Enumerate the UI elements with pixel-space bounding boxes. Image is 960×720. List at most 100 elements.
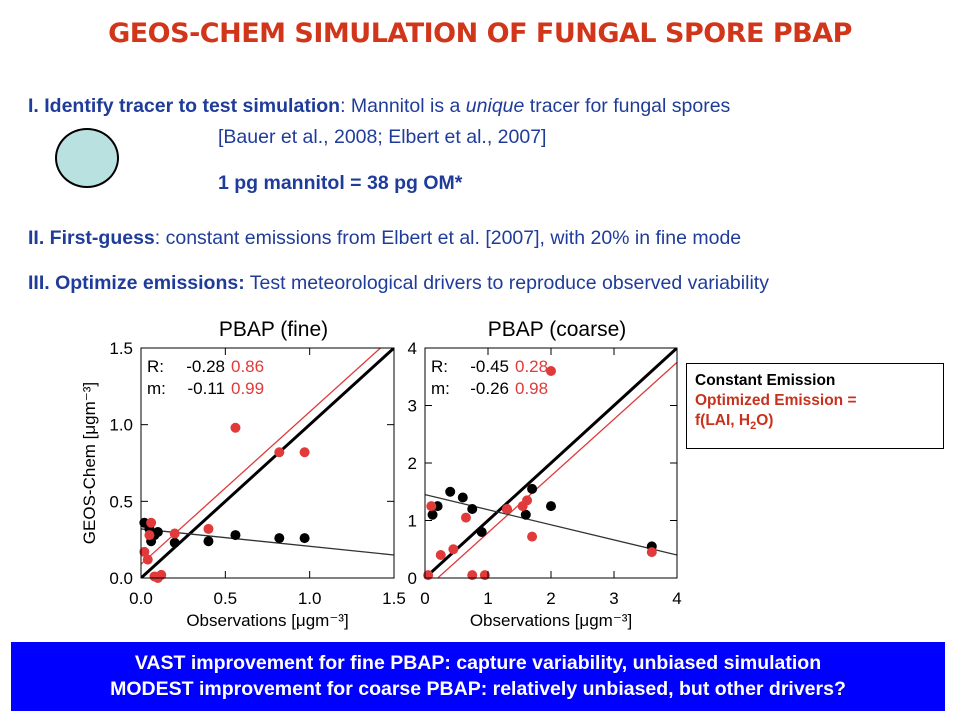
data-point: [144, 530, 155, 541]
data-point: [426, 501, 437, 512]
x-axis-label: Observations [μgm⁻³]: [186, 611, 348, 630]
page-title: GEOS-CHEM SIMULATION OF FUNGAL SPORE PBA…: [108, 18, 852, 49]
legend-formula-sub: 2: [750, 420, 757, 433]
mannitol-circle-icon: [55, 128, 119, 188]
data-point: [230, 530, 241, 541]
x-tick-label: 0.0: [129, 589, 153, 608]
stat-constant-m: -0.11: [188, 379, 226, 398]
section-2-label: II. First-guess: [28, 227, 155, 249]
chart-title: PBAP (fine): [219, 318, 328, 341]
data-point: [527, 483, 538, 494]
data-point: [299, 447, 310, 458]
x-axis-label: Observations [μgm⁻³]: [470, 611, 632, 630]
summary-banner: VAST improvement for fine PBAP: capture …: [11, 642, 945, 711]
data-point: [501, 504, 512, 514]
mannitol-formula: 1 pg mannitol = 38 pg OM*: [218, 172, 463, 194]
data-point: [152, 527, 163, 537]
legend-formula-a: f(LAI, H: [695, 412, 751, 429]
data-point: [646, 547, 657, 558]
y-tick-label: 4: [408, 339, 417, 358]
data-point: [527, 531, 538, 542]
data-point: [448, 544, 459, 555]
data-point: [230, 422, 241, 433]
x-tick-label: 1: [483, 589, 492, 608]
x-tick-label: 0: [420, 589, 429, 608]
fit-line-optimized: [141, 348, 382, 565]
data-point: [203, 536, 214, 547]
y-tick-label: 1: [408, 512, 417, 531]
data-point: [445, 486, 456, 497]
x-tick-label: 1.5: [382, 589, 406, 608]
data-point: [299, 533, 310, 544]
data-point: [457, 492, 468, 503]
data-point: [146, 517, 157, 528]
data-point: [476, 527, 487, 537]
chart-2: PBAP (coarse) 0 1 2 3 4 0 1 2 3 4 Observations [μgm…: [408, 318, 682, 630]
section-2-line: II. First-guess: constant emissions from…: [28, 227, 741, 250]
fit-line-constant: [425, 493, 677, 556]
data-point: [274, 447, 285, 458]
chart-title: PBAP (coarse): [488, 318, 627, 341]
data-point: [203, 523, 214, 534]
y-tick-label: 0.0: [109, 569, 133, 588]
data-point: [546, 501, 556, 512]
stat-label-m: m:: [147, 379, 166, 398]
x-tick-label: 0.5: [214, 589, 238, 608]
x-tick-label: 2: [546, 589, 555, 608]
series-optimized: [139, 422, 310, 583]
stat-constant-R: -0.28: [186, 357, 225, 376]
section-1-text-b: tracer for fungal spores: [524, 95, 731, 117]
stat-optimized-R: 0.86: [231, 357, 264, 376]
data-point: [274, 533, 285, 544]
stat-label-R: R:: [147, 357, 164, 376]
data-point: [435, 550, 446, 560]
data-point: [142, 554, 153, 565]
stat-optimized-R: 0.28: [515, 357, 548, 376]
summary-line-1: VAST improvement for fine PBAP: capture …: [134, 652, 822, 674]
section-1-text-em: unique: [465, 95, 525, 117]
fit-lines: [425, 348, 677, 578]
section-3-label: III. Optimize emissions:: [28, 272, 245, 294]
data-point: [467, 570, 478, 581]
stat-label-m: m:: [431, 379, 450, 398]
plot-frame: [140, 347, 395, 579]
data-point: [427, 509, 438, 520]
x-tick-label: 3: [609, 589, 618, 608]
legend-box: Constant Emission Optimized Emission = f…: [686, 363, 944, 449]
data-point: [139, 546, 150, 557]
legend-formula-b: O): [756, 412, 774, 429]
y-tick-label: 1.0: [109, 416, 133, 435]
stat-label-R: R:: [431, 357, 448, 376]
y-tick-label: 3: [408, 397, 417, 416]
data-point: [520, 509, 531, 520]
y-tick-label: 0: [408, 569, 417, 588]
one-to-one-line: [141, 348, 394, 578]
one-to-one-line: [425, 348, 677, 578]
data-point: [460, 512, 471, 523]
fit-line-constant: [141, 528, 394, 556]
data-point: [156, 569, 167, 580]
stat-optimized-m: 0.99: [231, 379, 264, 398]
legend-optimized: Optimized Emission =: [695, 392, 857, 409]
stat-constant-R: -0.45: [470, 357, 509, 376]
y-tick-label: 0.5: [109, 492, 133, 511]
y-axis-label: GEOS-Chem [μgm⁻³]: [80, 382, 99, 544]
stat-constant-m: -0.26: [470, 379, 509, 398]
legend-constant: Constant Emission: [695, 372, 836, 389]
section-3-text: Test meteorological drivers to reproduce…: [244, 272, 769, 294]
fit-line-optimized: [436, 361, 677, 578]
summary-line-2: MODEST improvement for coarse PBAP: rela…: [110, 678, 846, 700]
data-point: [546, 366, 556, 376]
x-tick-label: 4: [672, 589, 681, 608]
chart-1: PBAP (fine) 0.0 0.5 1.0 1.5 0.0 0.5 1.0 1.5 Obser…: [80, 318, 406, 630]
section-3-line: III. Optimize emissions: Test meteorolog…: [28, 272, 769, 295]
section-2-text: : constant emissions from Elbert et al. …: [154, 227, 742, 249]
x-tick-label: 1.0: [298, 589, 322, 608]
y-tick-label: 2: [408, 454, 417, 473]
section-1-reference: [Bauer et al., 2008; Elbert et al., 2007…: [218, 126, 547, 148]
section-1-text-a: : Mannitol is a: [340, 95, 466, 117]
data-point: [169, 537, 180, 548]
data-point: [522, 495, 533, 506]
data-point: [169, 528, 180, 539]
